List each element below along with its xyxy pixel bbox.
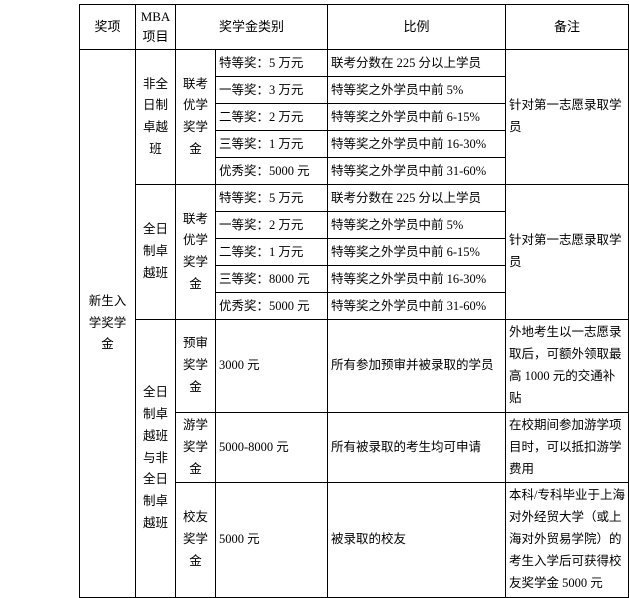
cell-program-0: 非全日制卓越班	[135, 49, 176, 186]
cell-ratio: 特等奖之外学员中前 6-15%	[327, 238, 507, 267]
header-category: 奖学金类别	[174, 3, 329, 51]
table-row: 二等奖：2 万元 特等奖之外学员中前 6-15%	[80, 103, 629, 132]
table-row: 一等奖：2 万元 特等奖之外学员中前 5%	[80, 211, 629, 240]
table-row: 优秀奖：5000 元 特等奖之外学员中前 31-60%	[80, 157, 629, 186]
table-body: 新生入学奖学金 非全日制卓越班 联考优学奖学金 特等奖：5 万元 联考分数在 2…	[79, 49, 629, 598]
cell-program-1: 全日制卓越班	[135, 184, 176, 321]
header-award: 奖项	[79, 3, 136, 51]
cell-award-label: 新生入学奖学金	[79, 49, 136, 598]
cell-ratio: 特等奖之外学员中前 16-30%	[327, 130, 507, 159]
cell-amount: 优秀奖：5000 元	[214, 292, 329, 321]
cell-remark-1: 针对第一志愿录取学员	[505, 184, 629, 321]
cell-remark-0: 针对第一志愿录取学员	[505, 49, 629, 186]
cell-kind-0: 联考优学奖学金	[175, 49, 216, 186]
header-ratio: 比例	[327, 3, 507, 51]
table-row: 二等奖：1 万元 特等奖之外学员中前 6-15%	[80, 238, 629, 267]
table-row: 全日制卓越班 联考优学奖学金 特等奖：5 万元 联考分数在 225 分以上学员 …	[80, 184, 629, 321]
cell-ratio: 特等奖之外学员中前 31-60%	[327, 292, 507, 321]
cell-amount: 特等奖：5 万元	[214, 49, 329, 78]
cell-ratio: 特等奖之外学员中前 16-30%	[327, 265, 507, 294]
table-row: 新生入学奖学金 非全日制卓越班 联考优学奖学金 特等奖：5 万元 联考分数在 2…	[79, 49, 629, 598]
table-row: 全日制卓越班与非全日制卓越班 预审奖学金 3000 元 所有参加预审并被录取的学…	[80, 319, 629, 598]
cell-program-2: 全日制卓越班与非全日制卓越班	[135, 319, 176, 598]
scholarship-table: 奖项 MBA 项目 奖学金类别 比例 备注 新生入学奖学金 非全日制卓越班 联考…	[79, 3, 629, 598]
cell-ratio: 联考分数在 225 分以上学员	[327, 49, 507, 78]
table-row: 三等奖：8000 元 特等奖之外学员中前 16-30%	[80, 265, 629, 294]
cell-amount: 二等奖：1 万元	[214, 238, 329, 267]
cell-ratio: 特等奖之外学员中前 5%	[327, 76, 507, 105]
table-row: 优秀奖：5000 元 特等奖之外学员中前 31-60%	[80, 292, 629, 321]
cell-amount: 3000 元	[214, 319, 329, 413]
cell-amount: 5000-8000 元	[214, 411, 329, 484]
cell-kind-studytour: 游学奖学金	[175, 411, 216, 484]
cell-amount: 5000 元	[214, 482, 329, 598]
header-row: 奖项 MBA 项目 奖学金类别 比例 备注	[79, 3, 629, 51]
header-remark: 备注	[505, 3, 629, 51]
cell-amount: 二等奖：2 万元	[214, 103, 329, 132]
cell-ratio: 联考分数在 225 分以上学员	[327, 184, 507, 213]
cell-ratio: 特等奖之外学员中前 31-60%	[327, 157, 507, 186]
cell-ratio: 特等奖之外学员中前 5%	[327, 211, 507, 240]
cell-remark-alumni: 本科/专科毕业于上海对外经贸大学（或上海对外贸易学院）的考生入学后可获得校友奖学…	[505, 482, 629, 598]
cell-remark-preaudit: 外地考生以一志愿录取后，可额外领取最高 1000 元的交通补贴	[505, 319, 629, 413]
table-row: 三等奖：1 万元 特等奖之外学员中前 16-30%	[80, 130, 629, 159]
table-row: 游学奖学金 5000-8000 元 所有被录取的考生均可申请 在校期间参加游学项…	[80, 411, 629, 484]
cell-remark-studytour: 在校期间参加游学项目时，可以抵扣游学费用	[505, 411, 629, 484]
cell-ratio: 特等奖之外学员中前 6-15%	[327, 103, 507, 132]
header-program: MBA 项目	[135, 3, 176, 51]
table-header: 奖项 MBA 项目 奖学金类别 比例 备注	[79, 3, 629, 51]
cell-ratio: 所有参加预审并被录取的学员	[327, 319, 507, 413]
cell-ratio: 所有被录取的考生均可申请	[327, 411, 507, 484]
table-row: 一等奖：3 万元 特等奖之外学员中前 5%	[80, 76, 629, 105]
cell-ratio: 被录取的校友	[327, 482, 507, 598]
cell-kind-alumni: 校友奖学金	[175, 482, 216, 598]
cell-amount: 优秀奖：5000 元	[214, 157, 329, 186]
cell-amount: 三等奖：8000 元	[214, 265, 329, 294]
cell-amount: 特等奖：5 万元	[214, 184, 329, 213]
cell-amount: 一等奖：3 万元	[214, 76, 329, 105]
cell-amount: 一等奖：2 万元	[214, 211, 329, 240]
cell-kind-1: 联考优学奖学金	[175, 184, 216, 321]
cell-amount: 三等奖：1 万元	[214, 130, 329, 159]
document-page: 奖项 MBA 项目 奖学金类别 比例 备注 新生入学奖学金 非全日制卓越班 联考…	[79, 3, 629, 598]
cell-kind-preaudit: 预审奖学金	[175, 319, 216, 413]
